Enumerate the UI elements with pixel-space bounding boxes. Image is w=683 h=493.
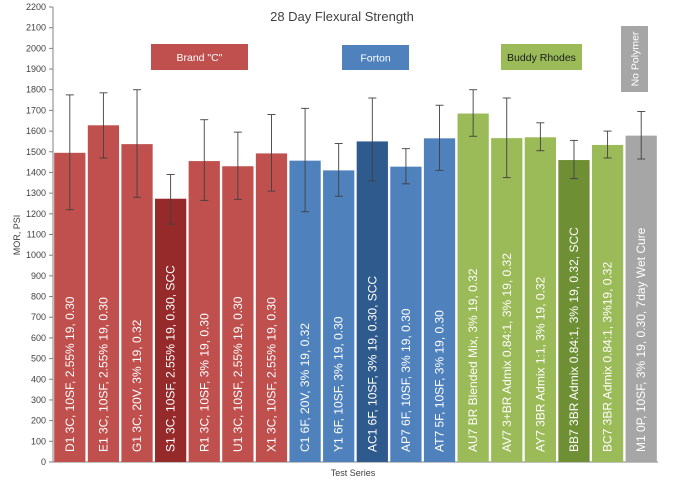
legend-item: Buddy Rhodes xyxy=(501,44,582,70)
bar-category-label: R1 3C, 10SF, 3% 19, 0.30 xyxy=(197,313,211,452)
bar-category-label: D1 3C, 10SF, 2.55% 19, 0.30 xyxy=(63,296,77,452)
error-bar xyxy=(99,92,108,159)
y-tick-label: 0 xyxy=(41,457,46,467)
bar-category-label: E1 3C, 10SF, 2.55% 19, 0.30 xyxy=(96,297,110,452)
y-tick-label: 1200 xyxy=(26,209,46,219)
legend-swatch xyxy=(501,44,582,70)
y-tick-label: 1400 xyxy=(26,167,46,177)
y-tick-label: 1500 xyxy=(26,147,46,157)
error-bar xyxy=(334,143,343,197)
bar xyxy=(222,166,254,462)
y-tick-label: 1700 xyxy=(26,105,46,115)
bar-category-label: BC7 3BR Admix 0.84:1, 3%19, 0.32 xyxy=(601,262,615,452)
legend-label: Buddy Rhodes xyxy=(507,52,576,64)
legend-swatch xyxy=(342,45,409,70)
y-axis: 0 100 200 300 400 500 600 700 800 900 1000 1100 1200… xyxy=(26,2,54,467)
bar xyxy=(491,138,523,462)
y-tick-label: 2100 xyxy=(26,23,46,33)
bar-labels: D1 3C, 10SF, 2.55% 19, 0.30 E1 3C, 10SF, … xyxy=(63,227,648,452)
y-tick-label: 900 xyxy=(31,271,46,281)
y-tick-label: 400 xyxy=(31,374,46,384)
bar-category-label: M1 0P, 10SF, 3% 19, 0.30, 7day Wet Cure xyxy=(634,227,648,452)
bar xyxy=(591,144,624,462)
error-bar xyxy=(502,97,511,179)
bars xyxy=(54,113,657,463)
error-bar xyxy=(301,107,310,213)
legend: Brand "C" Forton Buddy Rhodes No Polymer xyxy=(151,26,648,92)
error-bars xyxy=(65,89,646,225)
legend-item: Brand "C" xyxy=(151,44,248,70)
x-axis-title: Test Series xyxy=(331,468,376,478)
bar xyxy=(188,161,220,463)
error-bar xyxy=(569,139,578,180)
bar xyxy=(625,135,657,462)
legend-label: Forton xyxy=(360,53,391,65)
y-tick-label: 1100 xyxy=(27,230,46,240)
legend-swatch xyxy=(621,26,648,92)
bar-category-label: C1 6F, 20V, 3% 19, 0.32 xyxy=(298,323,312,452)
error-bar xyxy=(368,97,377,182)
y-tick-label: 100 xyxy=(31,436,46,446)
bar xyxy=(255,153,288,462)
y-tick-label: 600 xyxy=(31,333,46,343)
legend-swatch xyxy=(151,44,248,70)
error-bar xyxy=(65,94,74,211)
bar xyxy=(155,198,187,462)
bar-category-label: BB7 3BR Admix 0.84:1, 3% 19, 0.32, SCC xyxy=(567,227,581,452)
error-bar xyxy=(166,174,175,225)
y-tick-label: 800 xyxy=(31,292,46,302)
legend-item: No Polymer xyxy=(621,26,648,92)
y-tick-label: 300 xyxy=(31,395,46,405)
bar-category-label: AP7 6F, 10SF, 3% 19, 0.30 xyxy=(399,308,413,452)
error-bar xyxy=(469,89,478,137)
error-bar xyxy=(435,104,444,171)
bar-category-label: G1 3C, 20V, 3% 19, 0.32 xyxy=(130,319,144,452)
bar xyxy=(423,138,456,463)
error-bar xyxy=(267,114,276,192)
error-bar xyxy=(233,131,242,200)
y-tick-label: 1300 xyxy=(26,188,46,198)
legend-label: Brand "C" xyxy=(177,52,223,64)
error-bar xyxy=(603,130,612,159)
legend-label: No Polymer xyxy=(630,31,642,86)
y-tick-label: 2000 xyxy=(26,43,46,53)
bar xyxy=(87,125,120,463)
y-tick-label: 200 xyxy=(31,416,46,426)
y-tick-label: 1900 xyxy=(26,64,46,74)
bar xyxy=(356,141,388,462)
bar xyxy=(390,166,422,462)
chart-title: 28 Day Flexural Strength xyxy=(270,9,414,24)
bar-category-label: AY7 3BR Admix 1:1, 3% 19, 0.32 xyxy=(533,276,547,452)
bar-category-label: S1 3C, 10SF, 2.55% 19, 0.30, SCC xyxy=(164,265,178,452)
bar-category-label: AU7 BR Blended Mix, 3% 19, 0.32 xyxy=(466,268,480,452)
bar xyxy=(457,113,489,463)
y-tick-label: 700 xyxy=(31,312,46,322)
y-tick-label: 1800 xyxy=(26,85,46,95)
y-axis-title: MOR, PSI xyxy=(12,215,22,256)
error-bar xyxy=(401,148,410,185)
y-tick-label: 1000 xyxy=(26,250,46,260)
bar xyxy=(558,160,590,462)
bar-category-label: AC1 6F, 10SF, 3% 19, 0.30, SCC xyxy=(365,276,379,452)
legend-item: Forton xyxy=(342,45,409,70)
error-bar xyxy=(200,119,209,201)
error-bar xyxy=(637,110,646,160)
error-bar xyxy=(536,122,545,152)
y-tick-label: 1600 xyxy=(26,126,46,136)
y-tick-label: 2200 xyxy=(26,2,46,12)
bar-category-label: U1 3C, 10SF, 2.55% 19, 0.30 xyxy=(231,296,245,452)
y-tick-label: 500 xyxy=(31,354,46,364)
bar-category-label: Y1 6F, 10SF, 3% 19, 0.30 xyxy=(332,316,346,452)
bar xyxy=(323,170,355,463)
bar xyxy=(524,137,556,462)
bar-category-label: AT7 5F, 10SF, 3% 19, 0.30 xyxy=(433,310,447,452)
error-bar xyxy=(133,89,142,198)
bar-category-label: AV7 3+BR Admix 0.84:1, 3% 19, 0.32 xyxy=(500,253,514,452)
bar-category-label: X1 3C, 10SF, 2.55% 19, 0.30 xyxy=(264,297,278,452)
